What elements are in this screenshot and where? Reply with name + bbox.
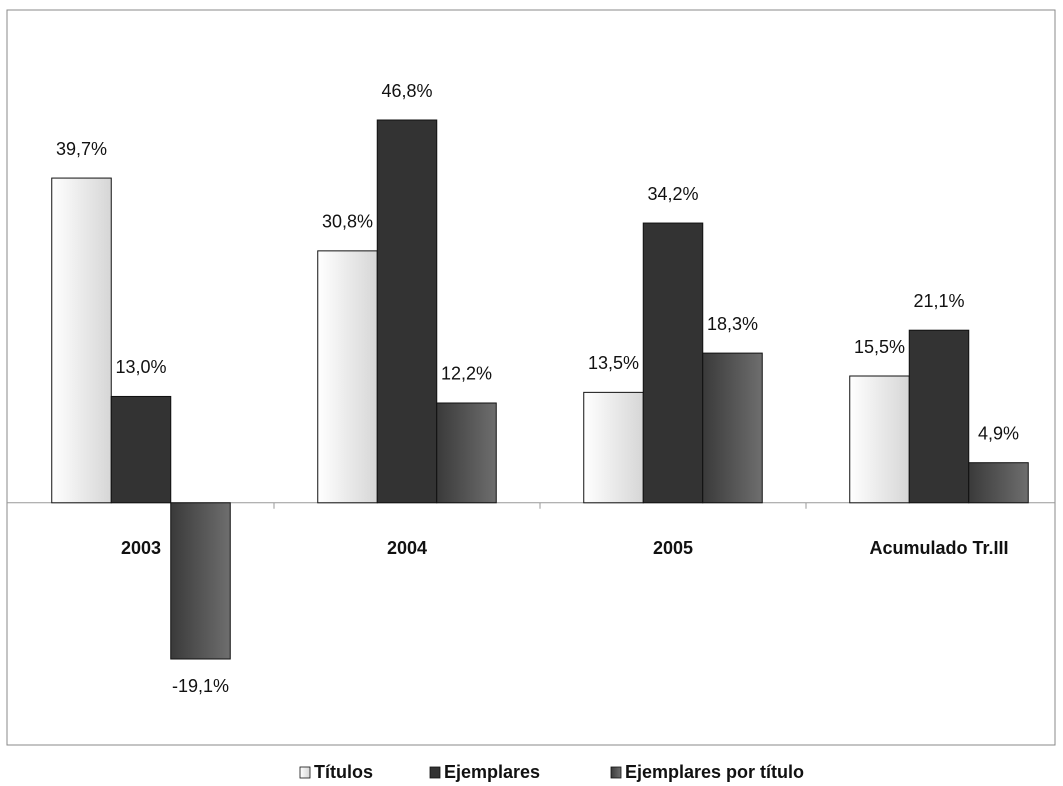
legend-swatch (610, 766, 622, 779)
value-label: 34,2% (647, 184, 698, 204)
legend-label: Ejemplares (444, 762, 540, 782)
legend-label: Ejemplares por título (625, 762, 804, 782)
x-tick-label: 2005 (653, 538, 693, 558)
x-tick-label: Acumulado Tr.III (869, 538, 1008, 558)
bar (583, 391, 644, 504)
value-label: 18,3% (707, 314, 758, 334)
bar (702, 352, 763, 504)
bar (170, 502, 231, 660)
bar (51, 177, 112, 504)
value-label: 30,8% (322, 212, 373, 232)
x-tick-label: 2003 (121, 538, 161, 558)
bar (317, 250, 378, 504)
bar (908, 329, 970, 504)
bar (376, 119, 438, 504)
legend-swatch (429, 766, 441, 779)
value-label: 21,1% (913, 291, 964, 311)
value-label: 4,9% (978, 423, 1019, 443)
value-label: 39,7% (56, 139, 107, 159)
value-label: 12,2% (441, 364, 492, 384)
legend-swatch (299, 766, 311, 779)
value-label: 46,8% (381, 81, 432, 101)
bar (110, 395, 172, 504)
bar (642, 222, 704, 504)
value-label: 13,5% (588, 353, 639, 373)
bar (436, 402, 497, 504)
bar (849, 375, 910, 504)
value-label: 15,5% (854, 337, 905, 357)
value-label: -19,1% (172, 676, 229, 696)
x-tick-label: 2004 (387, 538, 427, 558)
bar (968, 462, 1029, 504)
legend-label: Títulos (314, 762, 373, 782)
value-label: 13,0% (115, 357, 166, 377)
